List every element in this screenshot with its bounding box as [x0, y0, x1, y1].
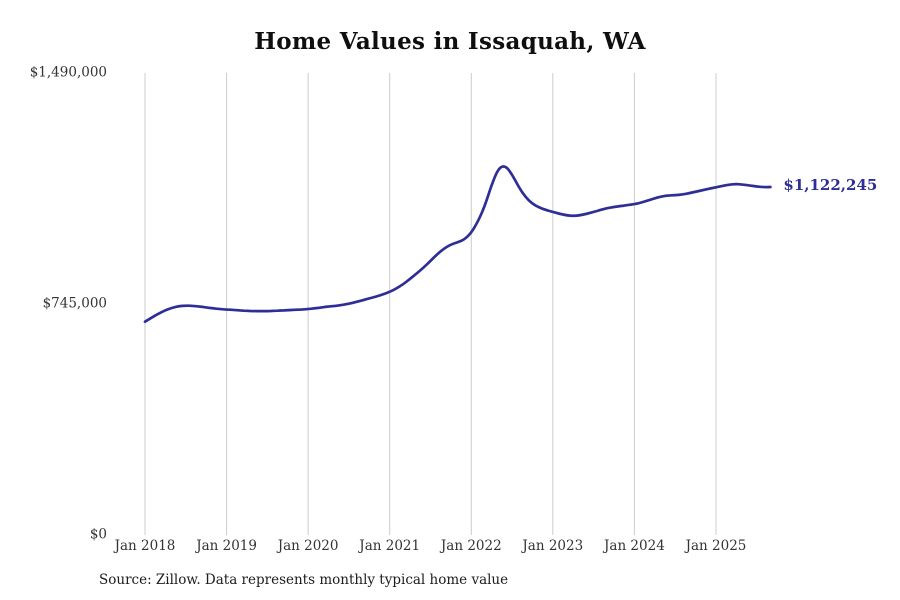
x-tick-label: Jan 2019: [194, 538, 257, 554]
end-value-label: $1,122,245: [783, 176, 877, 194]
y-tick-label: $745,000: [43, 296, 107, 312]
x-tick-label: Jan 2022: [439, 538, 502, 554]
y-tick-label: $1,490,000: [30, 65, 107, 81]
x-tick-label: Jan 2018: [113, 538, 176, 554]
x-tick-label: Jan 2021: [357, 538, 420, 554]
x-tick-label: Jan 2024: [602, 538, 665, 554]
x-tick-label: Jan 2023: [520, 538, 583, 554]
y-tick-label: $0: [90, 527, 107, 543]
chart-title: Home Values in Issaquah, WA: [254, 28, 646, 55]
x-tick-label: Jan 2025: [684, 538, 747, 554]
x-tick-label: Jan 2020: [276, 538, 339, 554]
home-value-line: [143, 165, 772, 324]
source-note: Source: Zillow. Data represents monthly …: [99, 572, 509, 588]
